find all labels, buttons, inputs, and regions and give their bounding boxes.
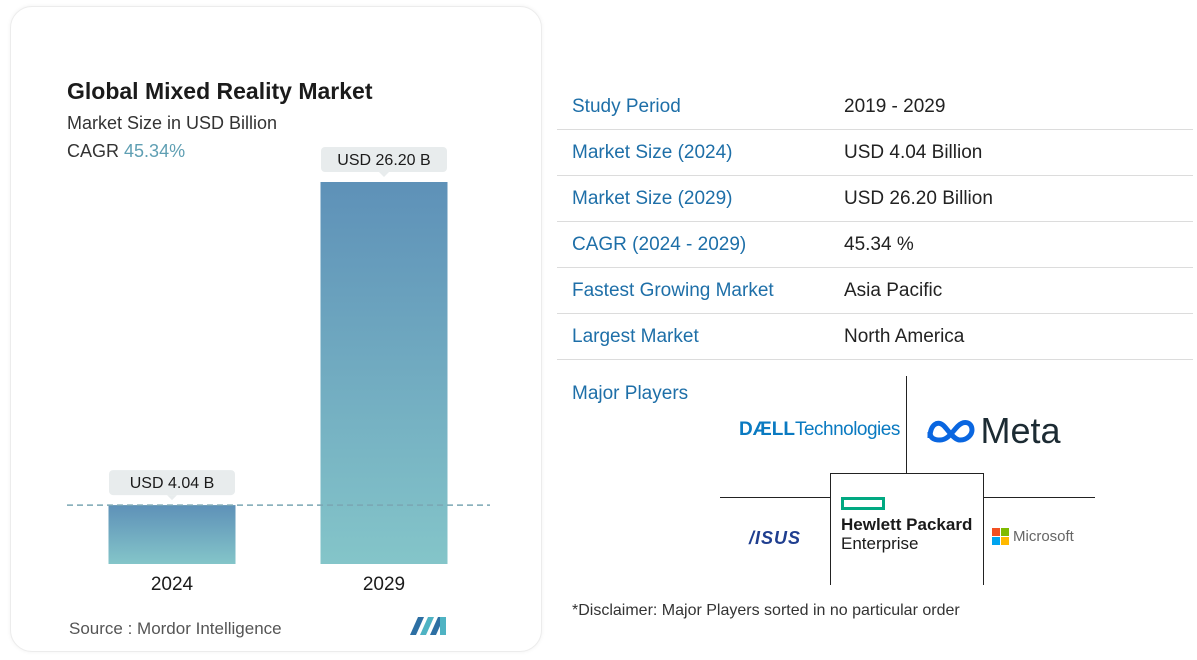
hpe-box-right	[983, 473, 984, 585]
fact-label: Market Size (2024)	[557, 129, 844, 176]
bar-2029	[320, 182, 448, 564]
players-divider-left	[720, 497, 831, 498]
meta-logo: Meta	[926, 410, 1061, 452]
fact-value: USD 26.20 Billion	[844, 175, 1193, 222]
hpe-box-left	[830, 473, 831, 585]
mordor-intelligence-logo	[410, 617, 446, 635]
microsoft-squares-icon	[992, 528, 1009, 545]
fact-row: Fastest Growing Market Asia Pacific	[557, 267, 1193, 314]
source-text: Source : Mordor Intelligence	[69, 619, 282, 638]
bar-chart: USD 4.04 B 2024 USD 26.20 B 2029	[67, 147, 490, 595]
fact-value: 2019 - 2029	[844, 84, 1193, 130]
asus-logo: /ISUS	[749, 528, 802, 548]
x-tick-label: 2029	[363, 574, 405, 595]
fact-label: CAGR (2024 - 2029)	[557, 221, 844, 268]
microsoft-logo: Microsoft	[992, 528, 1074, 545]
fact-label: Study Period	[557, 84, 844, 130]
chart-subtitle: Market Size in USD Billion	[67, 113, 278, 133]
cagr-value: 45.34%	[124, 141, 186, 161]
players-divider-right	[983, 497, 1095, 498]
x-tick-label: 2024	[151, 574, 194, 595]
players-divider-vertical-top	[906, 376, 907, 473]
meta-infinity-icon	[927, 420, 975, 443]
data-label: USD 4.04 B	[130, 475, 214, 492]
fact-row: Market Size (2024) USD 4.04 Billion	[557, 129, 1193, 176]
data-label-bg	[109, 470, 235, 496]
microsoft-name: Microsoft	[1013, 528, 1074, 545]
market-facts-table: Study Period 2019 - 2029 Market Size (2024…	[557, 84, 1193, 360]
chart-title: Global Mixed Reality Market	[67, 78, 373, 104]
data-label: USD 26.20 B	[337, 152, 430, 169]
hpe-box-top	[830, 473, 984, 474]
fact-row: CAGR (2024 - 2029) 45.34 %	[557, 221, 1193, 268]
dell-brand: DÆLL	[739, 419, 795, 440]
chart-card	[10, 6, 542, 652]
data-label-pointer	[379, 172, 389, 177]
dell-technologies-logo: DÆLLTechnologies	[739, 419, 900, 441]
fact-value: 45.34 %	[844, 221, 1193, 268]
fact-label: Market Size (2029)	[557, 175, 844, 222]
data-label-pointer	[167, 495, 177, 501]
meta-name: Meta	[980, 410, 1061, 451]
major-players-label: Major Players	[572, 383, 689, 404]
dell-suffix: Technologies	[794, 419, 900, 440]
fact-label: Fastest Growing Market	[557, 267, 844, 314]
cagr-label: CAGR	[67, 141, 120, 161]
data-label-bg	[321, 147, 447, 172]
hpe-line1: Hewlett Packard	[841, 515, 973, 534]
fact-value: USD 4.04 Billion	[844, 129, 1193, 176]
fact-label: Largest Market	[557, 313, 844, 360]
fact-value: Asia Pacific	[844, 267, 1193, 314]
fact-row: Largest Market North America	[557, 313, 1193, 360]
hpe-line2: Enterprise	[841, 534, 919, 553]
fact-row: Market Size (2029) USD 26.20 Billion	[557, 175, 1193, 222]
cagr-line: CAGR 45.34%	[67, 141, 185, 162]
fact-value: North America	[844, 313, 1193, 360]
hpe-logo: Hewlett Packard Enterprise	[841, 497, 972, 553]
fact-row: Study Period 2019 - 2029	[557, 84, 1193, 130]
disclaimer-text: *Disclaimer: Major Players sorted in no …	[572, 602, 960, 619]
hpe-rectangle-icon	[841, 497, 885, 510]
bar-2024	[108, 505, 236, 564]
